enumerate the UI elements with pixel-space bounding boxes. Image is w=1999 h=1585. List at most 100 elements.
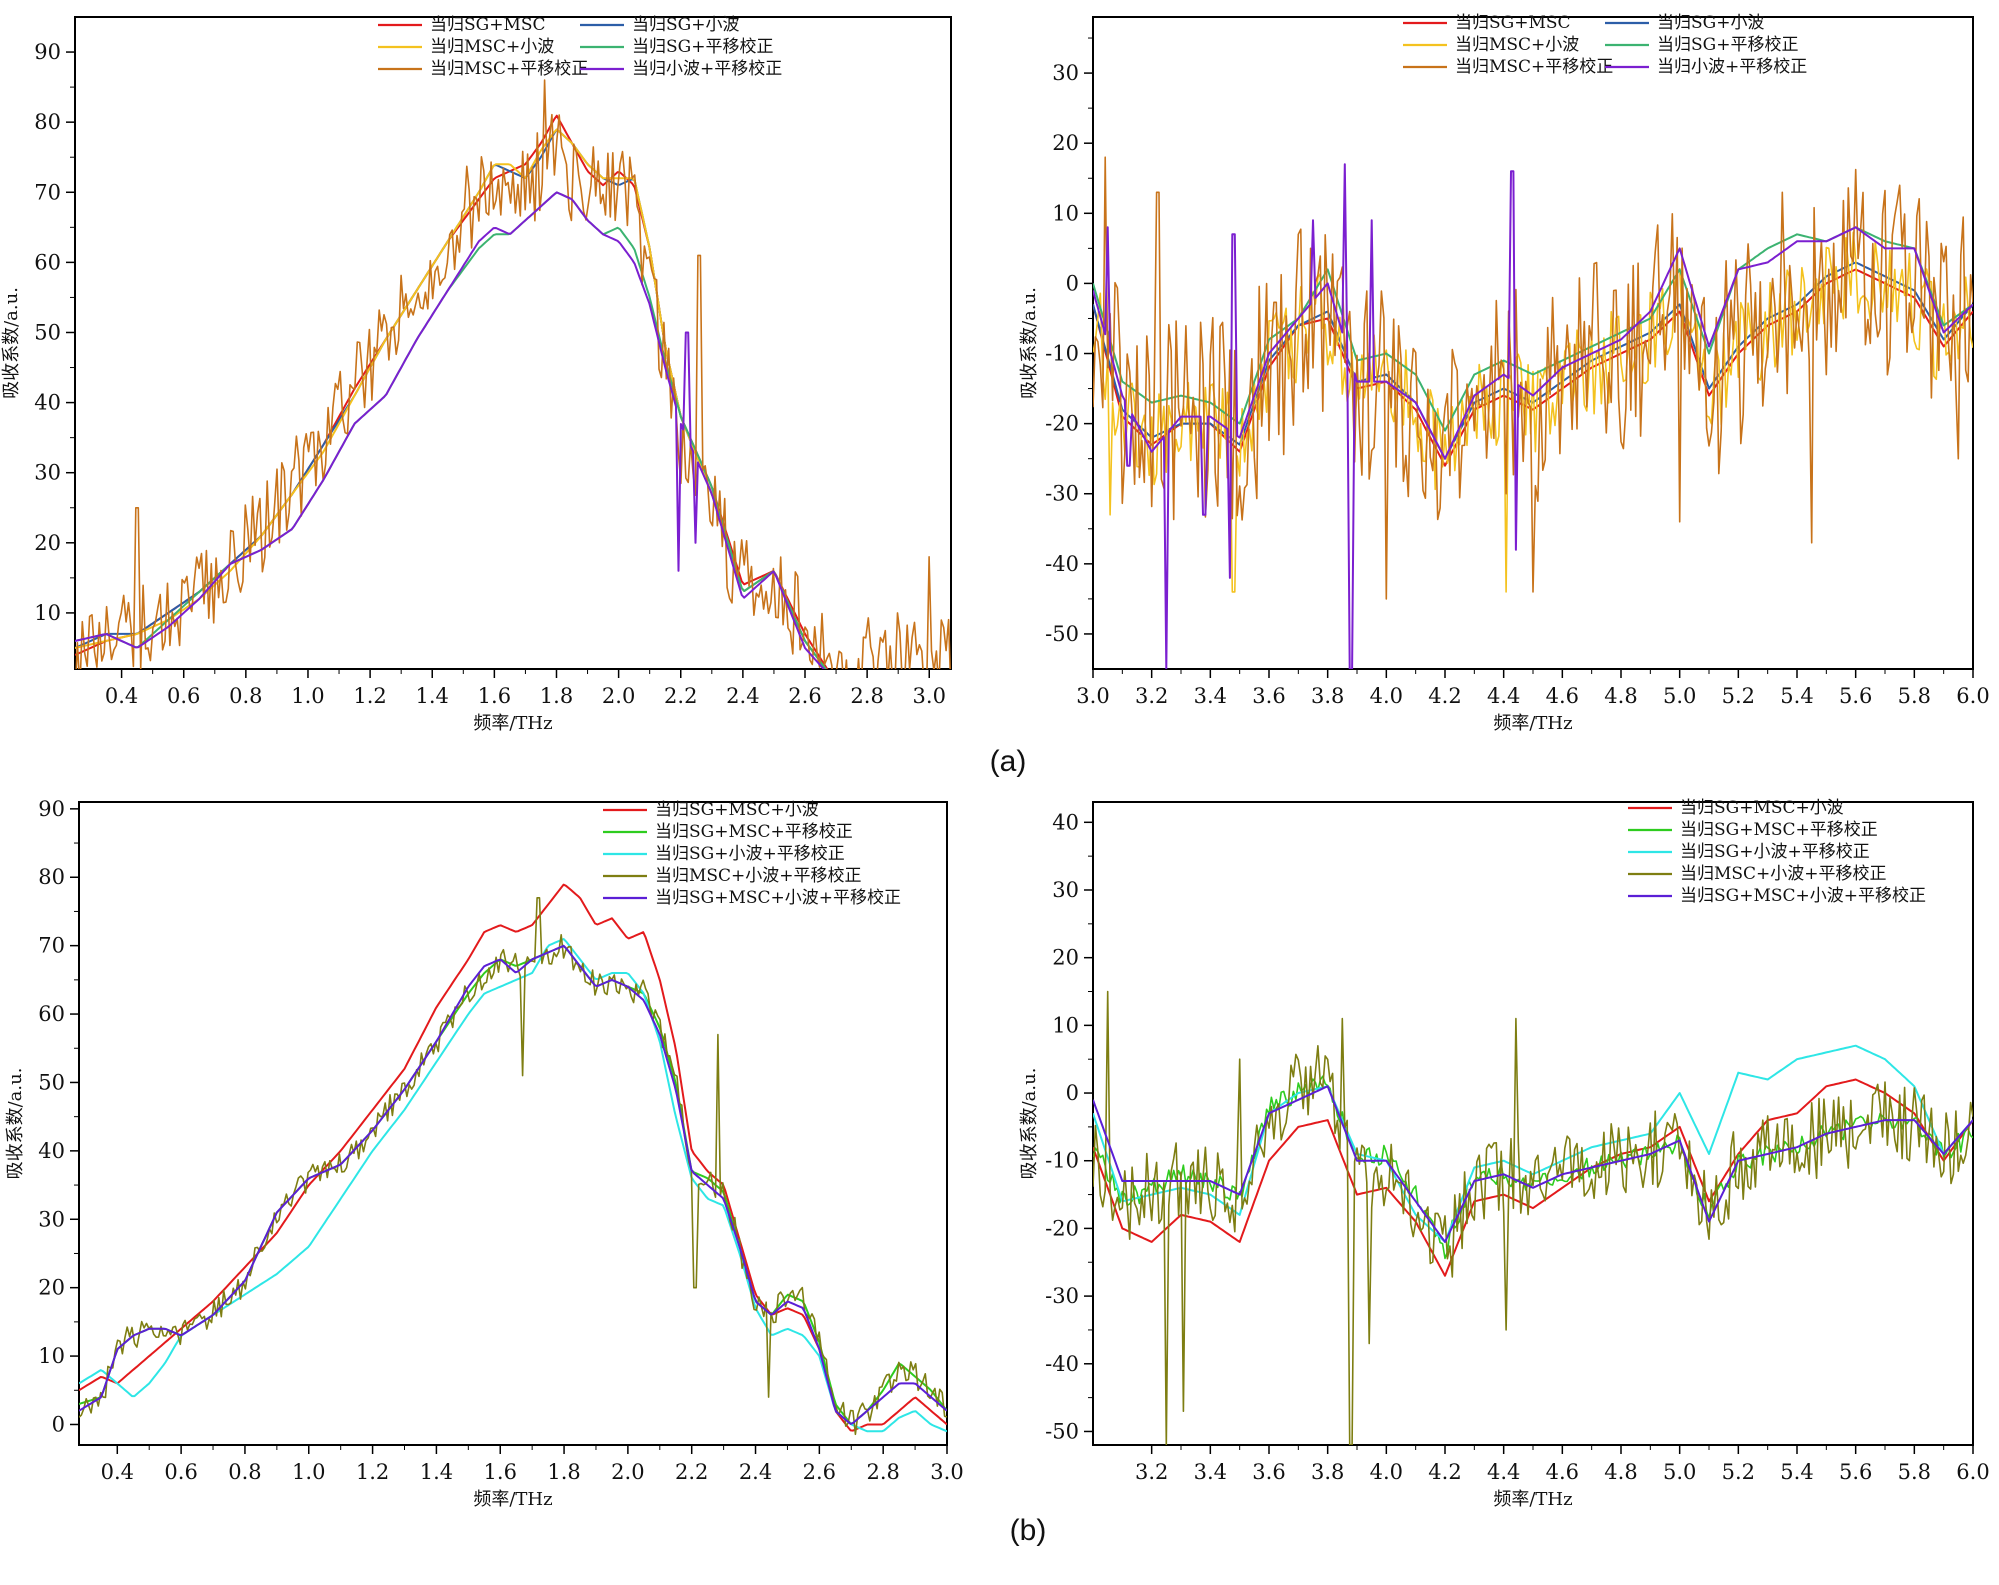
- x-tick-label: 5.4: [1780, 684, 1813, 708]
- x-tick-label: 5.8: [1898, 684, 1931, 708]
- x-tick-label: 3.0: [913, 684, 946, 708]
- series-line: [1093, 268, 1973, 467]
- x-tick-label: 2.6: [788, 684, 821, 708]
- y-tick-label: -20: [1045, 412, 1079, 436]
- y-tick-label: 60: [34, 250, 61, 274]
- y-tick-label: 90: [34, 40, 61, 64]
- legend-label: 当归MSC+平移校正: [1455, 57, 1613, 77]
- y-tick-label: 20: [34, 531, 61, 555]
- panel-label-a: (a): [990, 745, 1027, 778]
- y-tick-label: 0: [1066, 271, 1079, 295]
- y-tick-label: 70: [38, 934, 65, 958]
- y-tick-label: 10: [38, 1344, 65, 1368]
- series-line: [1093, 1085, 1973, 1243]
- legend-label: 当归MSC+小波+平移校正: [655, 866, 862, 886]
- x-tick-label: 2.8: [866, 1460, 899, 1484]
- y-tick-label: 50: [38, 1070, 65, 1094]
- y-tick-label: 30: [1052, 878, 1079, 902]
- legend-label: 当归SG+小波+平移校正: [655, 844, 845, 864]
- series-line: [1093, 990, 1973, 1445]
- y-tick-label: 30: [38, 1207, 65, 1231]
- x-tick-label: 4.4: [1487, 684, 1520, 708]
- legend-label: 当归MSC+小波: [1455, 35, 1579, 55]
- x-tick-label: 4.2: [1428, 1460, 1461, 1484]
- series-line: [1093, 1044, 1973, 1243]
- series-line: [1093, 156, 1973, 600]
- x-tick-label: 3.6: [1252, 684, 1285, 708]
- x-tick-label: 4.8: [1604, 684, 1637, 708]
- x-tick-label: 0.8: [229, 684, 262, 708]
- series-line: [75, 114, 829, 669]
- y-tick-label: 20: [1052, 946, 1079, 970]
- chart-b-left: 0.4 0.6 0.8 1.0 1.2 1.4 1.6 1.8 2.0 2.2 2.4 2.6 2.8 3…: [5, 797, 964, 1510]
- y-tick-label: -30: [1045, 482, 1079, 506]
- legend-label: 当归SG+MSC+小波: [655, 800, 819, 820]
- x-tick-label: 1.6: [478, 684, 511, 708]
- x-tick-label: 3.2: [1135, 684, 1168, 708]
- x-tick-label: 5.0: [1663, 684, 1696, 708]
- legend-label: 当归SG+MSC+平移校正: [1680, 820, 1878, 840]
- x-tick-label: 3.4: [1194, 684, 1227, 708]
- x-tick-label: 4.0: [1370, 1460, 1403, 1484]
- x-tick-label: 0.4: [101, 1460, 134, 1484]
- series-line: [79, 938, 947, 1433]
- y-tick-label: 10: [1052, 201, 1079, 225]
- x-tick-label: 5.2: [1722, 1460, 1755, 1484]
- x-tick-label: 2.6: [803, 1460, 836, 1484]
- chart-a-left: 0.4 0.6 0.8 1.0 1.2 1.4 1.6 1.8 2.0 2.2 2.4 2.6 2.8 3…: [1, 15, 952, 734]
- y-tick-label: 30: [1052, 61, 1079, 85]
- legend-label: 当归SG+MSC+小波+平移校正: [655, 888, 901, 908]
- series-line: [1093, 1078, 1973, 1277]
- y-axis-label: 吸收系数/a.u.: [1019, 287, 1040, 399]
- x-tick-label: 0.6: [167, 684, 200, 708]
- x-tick-label: 1.2: [356, 1460, 389, 1484]
- y-tick-label: -10: [1045, 342, 1079, 366]
- series-line: [75, 128, 827, 669]
- legend-label: 当归SG+小波+平移校正: [1680, 842, 1870, 862]
- y-tick-label: 30: [34, 461, 61, 485]
- x-tick-label: 3.0: [930, 1460, 963, 1484]
- series-line: [79, 944, 947, 1425]
- chart-a-right: 3.0 3.2 3.4 3.6 3.8 4.0 4.2 4.4 4.6 4.8 5.0 5.2 5.4 5…: [1019, 13, 1990, 734]
- series-line: [79, 883, 947, 1432]
- y-tick-label: 10: [1052, 1013, 1079, 1037]
- series-line: [75, 128, 827, 669]
- x-tick-label: 6.0: [1956, 684, 1989, 708]
- series-line: [75, 191, 827, 669]
- y-tick-label: 50: [34, 320, 61, 344]
- x-tick-label: 2.2: [675, 1460, 708, 1484]
- series-line: [1093, 163, 1973, 669]
- legend-label: 当归SG+MSC+小波+平移校正: [1680, 886, 1926, 906]
- x-tick-label: 1.0: [291, 684, 324, 708]
- x-tick-label: 5.6: [1839, 684, 1872, 708]
- x-tick-label: 6.0: [1956, 1460, 1989, 1484]
- y-tick-label: 40: [38, 1139, 65, 1163]
- x-tick-label: 2.0: [602, 684, 635, 708]
- series-line: [75, 79, 951, 669]
- y-tick-label: 10: [34, 601, 61, 625]
- series-line: [1093, 261, 1973, 460]
- x-tick-label: 4.2: [1428, 684, 1461, 708]
- y-tick-label: -30: [1045, 1284, 1079, 1308]
- x-tick-label: 4.0: [1370, 684, 1403, 708]
- x-tick-label: 5.0: [1663, 1460, 1696, 1484]
- y-tick-label: 40: [1052, 810, 1079, 834]
- x-tick-label: 3.6: [1252, 1460, 1285, 1484]
- plot-frame: [74, 16, 952, 670]
- x-tick-label: 1.8: [540, 684, 573, 708]
- y-tick-label: 80: [34, 110, 61, 134]
- y-tick-label: -50: [1045, 622, 1079, 646]
- x-tick-label: 5.6: [1839, 1460, 1872, 1484]
- x-tick-label: 5.8: [1898, 1460, 1931, 1484]
- y-tick-label: -50: [1045, 1419, 1079, 1443]
- x-tick-label: 3.8: [1311, 1460, 1344, 1484]
- x-tick-label: 4.8: [1604, 1460, 1637, 1484]
- legend-label: 当归SG+平移校正: [632, 37, 773, 57]
- y-tick-label: 90: [38, 797, 65, 821]
- y-axis-label: 吸收系数/a.u.: [1019, 1068, 1040, 1180]
- y-tick-label: 20: [1052, 131, 1079, 155]
- y-tick-label: 80: [38, 865, 65, 889]
- plot-frame: [78, 801, 948, 1446]
- y-tick-label: -10: [1045, 1149, 1079, 1173]
